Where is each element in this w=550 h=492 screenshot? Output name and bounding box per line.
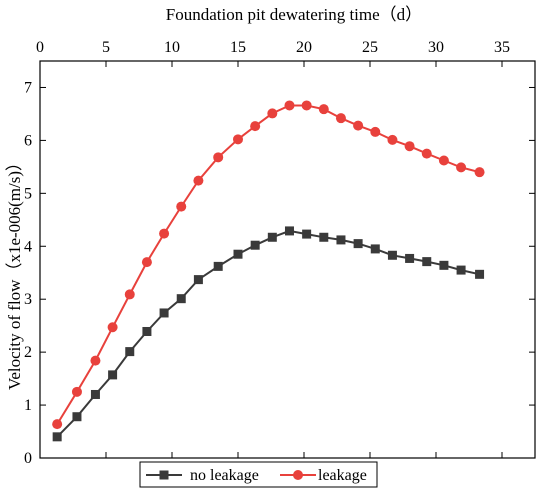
data-point	[141, 257, 152, 268]
y-tick-label: 3	[24, 291, 32, 308]
data-point	[301, 100, 312, 111]
data-point	[125, 347, 135, 357]
data-point	[404, 141, 415, 152]
x-tick-label: 20	[296, 39, 312, 56]
data-point	[421, 148, 432, 159]
data-point	[193, 275, 203, 285]
y-tick-label: 0	[24, 450, 32, 467]
data-point	[52, 432, 62, 442]
x-tick-label: 15	[230, 39, 246, 56]
data-point	[107, 322, 118, 333]
data-point	[475, 269, 485, 279]
data-point	[193, 175, 204, 186]
axis-ticks: 0 5 10 15 20 25 30 35 0 1 2 3 4 5 6 7	[24, 39, 535, 467]
plot-frame	[39, 60, 536, 459]
data-point	[387, 250, 397, 260]
data-point	[353, 120, 364, 131]
series-no-leakage	[52, 226, 485, 442]
legend-marker	[293, 470, 303, 480]
x-axis-title: Foundation pit dewatering time（d）	[166, 5, 422, 24]
data-point	[370, 126, 381, 137]
data-point	[336, 235, 346, 245]
legend-label: no leakage	[190, 467, 259, 484]
legend-label: leakage	[318, 467, 367, 484]
x-tick-label: 0	[36, 39, 44, 56]
data-point	[456, 265, 466, 275]
data-point	[108, 370, 118, 380]
y-tick-label: 4	[24, 238, 32, 255]
data-point	[405, 253, 415, 263]
data-point	[233, 134, 243, 145]
data-point	[318, 104, 329, 115]
data-point	[353, 239, 363, 249]
data-point	[213, 152, 224, 163]
data-point	[438, 155, 449, 166]
x-tick-label: 35	[494, 39, 510, 56]
data-point	[267, 108, 278, 119]
data-point	[284, 100, 295, 111]
x-tick-label: 10	[164, 39, 180, 56]
data-point	[233, 249, 243, 259]
x-tick-label: 25	[362, 39, 378, 56]
legend-item: no leakage	[146, 467, 259, 484]
y-tick-label: 6	[24, 132, 32, 149]
data-point	[176, 201, 187, 212]
data-point	[335, 113, 346, 124]
series-line	[56, 104, 480, 425]
data-point	[439, 260, 449, 270]
data-point	[422, 257, 432, 267]
data-point	[90, 355, 101, 366]
x-tick-label: 5	[102, 39, 110, 56]
legend: no leakage leakage	[139, 461, 378, 488]
data-point	[213, 261, 223, 271]
data-point	[52, 419, 63, 430]
y-tick-label: 5	[24, 185, 32, 202]
legend-marker	[159, 470, 169, 480]
data-point	[250, 121, 261, 132]
y-tick-label: 2	[24, 344, 32, 361]
legend-item: leakage	[280, 467, 367, 484]
series-line	[56, 229, 480, 438]
data-point	[474, 167, 485, 178]
y-axis-title: Velocity of flow（x1e-006(m/s)）	[5, 154, 24, 390]
data-point	[124, 289, 135, 300]
data-point	[159, 228, 170, 239]
data-point	[72, 412, 82, 422]
data-point	[250, 240, 260, 250]
data-point	[176, 294, 186, 304]
data-point	[267, 232, 277, 242]
data-point	[370, 244, 380, 254]
series-leakage	[52, 100, 485, 430]
data-point	[302, 229, 312, 239]
data-point	[71, 386, 82, 397]
data-point	[456, 162, 467, 173]
x-tick-label: 30	[428, 39, 444, 56]
y-tick-label: 1	[24, 397, 32, 414]
data-point	[284, 226, 294, 236]
y-tick-label: 7	[24, 79, 32, 96]
data-point	[142, 326, 152, 336]
data-point	[90, 389, 100, 399]
series-layer	[52, 100, 485, 442]
data-point	[319, 232, 329, 242]
data-point	[387, 134, 398, 145]
data-point	[159, 308, 169, 318]
